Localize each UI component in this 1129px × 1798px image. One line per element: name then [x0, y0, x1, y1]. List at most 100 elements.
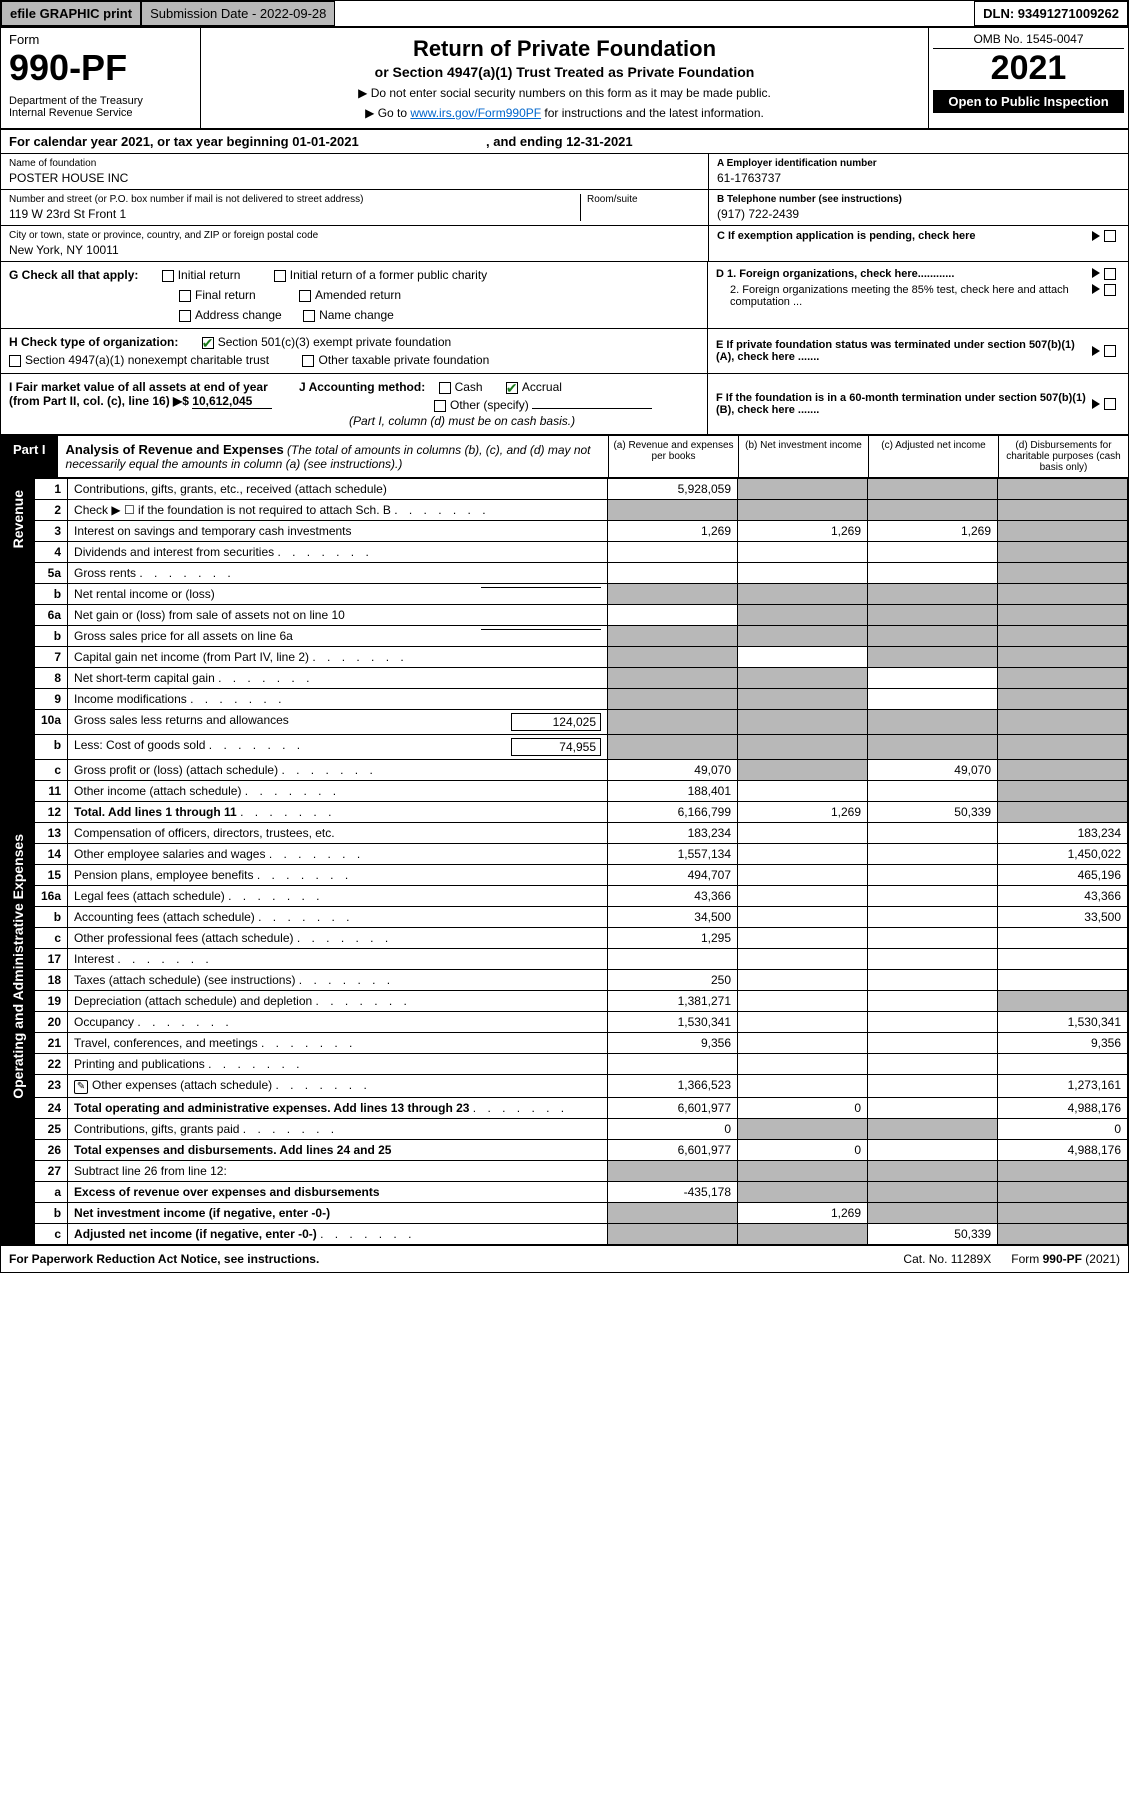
line-number: 16a — [35, 886, 68, 907]
line-number: b — [35, 907, 68, 928]
attachment-icon[interactable]: ✎ — [74, 1080, 88, 1094]
line-number: 22 — [35, 1054, 68, 1075]
omb-number: OMB No. 1545-0047 — [933, 32, 1124, 49]
footer-cat: Cat. No. 11289X — [903, 1252, 991, 1266]
form-note-1: ▶ Do not enter social security numbers o… — [209, 86, 920, 100]
col-b-header: (b) Net investment income — [738, 436, 868, 477]
j-accrual-checkbox[interactable] — [506, 382, 518, 394]
line-description: Check ▶ ☐ if the foundation is not requi… — [68, 500, 608, 521]
line-number: 15 — [35, 865, 68, 886]
h-opt3: Other taxable private foundation — [318, 353, 489, 367]
ein-label: A Employer identification number — [717, 158, 1120, 169]
line-description: Travel, conferences, and meetings . . . … — [68, 1033, 608, 1054]
d1-checkbox[interactable] — [1104, 268, 1116, 280]
top-bar: efile GRAPHIC print Submission Date - 20… — [1, 1, 1128, 28]
line-number: 5a — [35, 563, 68, 584]
line-description: Other professional fees (attach schedule… — [68, 928, 608, 949]
g-name-change-checkbox[interactable] — [303, 310, 315, 322]
city-label: City or town, state or province, country… — [9, 230, 700, 241]
g-initial-former-checkbox[interactable] — [274, 270, 286, 282]
d2-checkbox[interactable] — [1104, 284, 1116, 296]
line-number: 20 — [35, 1012, 68, 1033]
table-row: bLess: Cost of goods sold . . . . . . . … — [2, 735, 1128, 760]
line-description: Other income (attach schedule) . . . . .… — [68, 781, 608, 802]
table-row: cAdjusted net income (if negative, enter… — [2, 1224, 1128, 1245]
col-c-header: (c) Adjusted net income — [868, 436, 998, 477]
g-initial-return-checkbox[interactable] — [162, 270, 174, 282]
form-title: Return of Private Foundation — [209, 36, 920, 62]
j-other-checkbox[interactable] — [434, 400, 446, 412]
table-row: 7Capital gain net income (from Part IV, … — [2, 647, 1128, 668]
dln-number: DLN: 93491271009262 — [974, 1, 1128, 26]
table-row: 9Income modifications . . . . . . . — [2, 689, 1128, 710]
ein: 61-1763737 — [717, 171, 1120, 185]
c-label: C If exemption application is pending, c… — [717, 230, 1088, 242]
g-opt-5: Name change — [319, 308, 394, 322]
line-description: Capital gain net income (from Part IV, l… — [68, 647, 608, 668]
line-description: Gross sales less returns and allowances … — [68, 710, 608, 735]
line-description: Legal fees (attach schedule) . . . . . .… — [68, 886, 608, 907]
efile-print-button[interactable]: efile GRAPHIC print — [1, 1, 141, 26]
line-number: c — [35, 928, 68, 949]
table-row: bNet rental income or (loss) — [2, 584, 1128, 605]
g-h-block: G Check all that apply: Initial return I… — [1, 262, 1128, 328]
cal-text-a: For calendar year 2021, or tax year begi… — [9, 134, 359, 149]
line-description: Subtract line 26 from line 12: — [68, 1161, 608, 1182]
foundation-name-label: Name of foundation — [9, 158, 700, 169]
h-opt2: Section 4947(a)(1) nonexempt charitable … — [25, 353, 269, 367]
table-row: 24Total operating and administrative exp… — [2, 1098, 1128, 1119]
g-final-return-checkbox[interactable] — [179, 290, 191, 302]
table-row: 18Taxes (attach schedule) (see instructi… — [2, 970, 1128, 991]
line-number: b — [35, 584, 68, 605]
line-number: 18 — [35, 970, 68, 991]
line-number: 4 — [35, 542, 68, 563]
h-501c3-checkbox[interactable] — [202, 337, 214, 349]
h-label: H Check type of organization: — [9, 335, 178, 349]
revenue-side-label: Revenue — [2, 479, 35, 823]
col-a-header: (a) Revenue and expenses per books — [608, 436, 738, 477]
table-row: 4Dividends and interest from securities … — [2, 542, 1128, 563]
h-4947-checkbox[interactable] — [9, 355, 21, 367]
f-checkbox[interactable] — [1104, 398, 1116, 410]
line-description: Contributions, gifts, grants paid . . . … — [68, 1119, 608, 1140]
i-j-block: I Fair market value of all assets at end… — [1, 373, 1128, 434]
table-row: 21Travel, conferences, and meetings . . … — [2, 1033, 1128, 1054]
line-number: 13 — [35, 823, 68, 844]
lines-table: Revenue1Contributions, gifts, grants, et… — [1, 478, 1128, 1245]
cal-text-b: , and ending 12-31-2021 — [486, 134, 633, 149]
line-description: Net gain or (loss) from sale of assets n… — [68, 605, 608, 626]
line-description: Adjusted net income (if negative, enter … — [68, 1224, 608, 1245]
line-number: a — [35, 1182, 68, 1203]
line-description: Interest . . . . . . . — [68, 949, 608, 970]
line-description: Other employee salaries and wages . . . … — [68, 844, 608, 865]
j-cash-checkbox[interactable] — [439, 382, 451, 394]
form990pf-link[interactable]: www.irs.gov/Form990PF — [410, 106, 541, 120]
h-opt1: Section 501(c)(3) exempt private foundat… — [218, 335, 451, 349]
g-opt-1: Final return — [195, 288, 256, 302]
line-description: Net short-term capital gain . . . . . . … — [68, 668, 608, 689]
table-row: bNet investment income (if negative, ent… — [2, 1203, 1128, 1224]
j-accrual: Accrual — [522, 380, 562, 394]
table-row: 23✎Other expenses (attach schedule) . . … — [2, 1075, 1128, 1098]
line-number: c — [35, 1224, 68, 1245]
line-number: 14 — [35, 844, 68, 865]
table-row: 6aNet gain or (loss) from sale of assets… — [2, 605, 1128, 626]
line-description: Total operating and administrative expen… — [68, 1098, 608, 1119]
table-row: 5aGross rents . . . . . . . — [2, 563, 1128, 584]
table-row: bGross sales price for all assets on lin… — [2, 626, 1128, 647]
g-amended-checkbox[interactable] — [299, 290, 311, 302]
line-number: 17 — [35, 949, 68, 970]
line-number: b — [35, 626, 68, 647]
line-number: 19 — [35, 991, 68, 1012]
e-checkbox[interactable] — [1104, 345, 1116, 357]
line-number: 8 — [35, 668, 68, 689]
g-address-change-checkbox[interactable] — [179, 310, 191, 322]
line-number: 26 — [35, 1140, 68, 1161]
table-row: 22Printing and publications . . . . . . … — [2, 1054, 1128, 1075]
arrow-icon — [1092, 268, 1100, 278]
h-other-checkbox[interactable] — [302, 355, 314, 367]
line-number: 9 — [35, 689, 68, 710]
table-row: 8Net short-term capital gain . . . . . .… — [2, 668, 1128, 689]
line-description: Compensation of officers, directors, tru… — [68, 823, 608, 844]
c-checkbox[interactable] — [1104, 230, 1116, 242]
